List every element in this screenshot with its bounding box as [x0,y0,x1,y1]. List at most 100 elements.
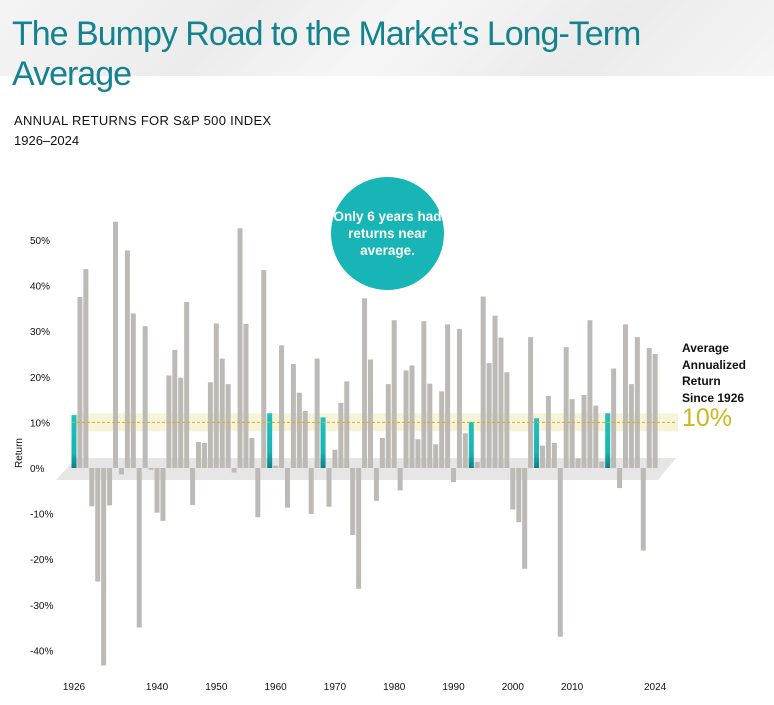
y-axis-label: Return [14,438,25,468]
bar [445,324,451,468]
bar [599,461,605,468]
bar [243,323,249,468]
bar [528,337,534,468]
bar [273,465,279,468]
bar [201,442,207,468]
x-tick-label: 1950 [205,682,228,693]
x-tick-label: 1926 [63,682,86,693]
bar [551,442,557,468]
bar [326,468,332,507]
bar [474,462,480,468]
bar [415,439,421,468]
average-value: 10% [682,404,733,432]
x-tick-label: 1970 [324,682,347,693]
y-tick-label: 50% [30,236,50,247]
y-tick-label: 30% [30,327,50,338]
bar [350,468,356,536]
page-title: The Bumpy Road to the Market’s Long-Term… [12,15,641,93]
bar [652,354,658,468]
bar [237,228,243,468]
bar [302,411,308,468]
y-tick-label: 40% [30,282,50,293]
bar [611,368,617,468]
bar [545,395,551,468]
bar [255,468,261,518]
bar [308,468,314,515]
highlight-bar [71,415,77,468]
x-tick-label: 1940 [146,682,169,693]
bar [492,315,498,468]
bar [391,320,397,468]
bar [575,458,581,468]
bar [504,372,510,468]
title-banner [0,0,774,76]
chart-date-range: 1926–2024 [14,133,80,148]
bar [136,468,142,628]
bar [427,383,433,468]
average-label-line: Return [682,374,721,388]
bar [628,384,634,468]
bar [130,313,136,468]
bar [409,365,415,468]
bar [184,302,190,468]
y-tick-label: 10% [30,418,50,429]
bar [368,359,373,468]
bar [338,402,344,468]
bar [421,321,427,468]
average-label-line: Annualized [682,357,747,372]
x-tick-label: 1990 [442,682,465,693]
bar [160,468,166,521]
bar [617,468,623,489]
highlight-bar [468,421,474,468]
bar [142,326,148,468]
bar [83,269,89,468]
bar [640,468,646,551]
x-tick-label: 2010 [561,682,584,693]
bar [539,445,545,468]
bar [279,345,285,468]
average-label-line: Since 1926 [682,390,745,405]
bar [113,221,119,468]
bar [290,364,296,468]
bar [462,433,468,468]
bar [207,382,213,468]
x-tick-label: 2024 [644,682,667,693]
highlight-bar [267,413,273,468]
x-tick-label: 1960 [264,682,287,693]
bar [344,381,350,468]
bar [77,297,83,468]
bar [356,468,362,589]
bar [622,324,628,468]
bar [569,399,575,468]
bar [166,375,172,468]
bar [124,250,130,468]
bar [563,347,569,468]
y-tick-label: -20% [30,555,53,566]
bar [284,468,290,508]
bar [95,468,101,582]
bar [89,468,95,507]
bar [439,391,445,468]
bar [225,384,231,468]
bar [296,392,302,468]
bar [587,320,593,468]
bar [190,468,196,505]
callout-bubble: Only 6 years had returns near average. [331,177,444,290]
chart-subtitle: ANNUAL RETURNS FOR S&P 500 INDEX [14,113,272,128]
bar [498,337,504,468]
bar [451,468,457,483]
bar [516,468,522,523]
bar [362,298,368,468]
bar [314,358,320,468]
bar [118,468,124,475]
bar [219,358,225,468]
bar [510,468,516,510]
bar [332,449,338,468]
bar [213,323,219,468]
bar [178,377,184,468]
bar [480,296,486,468]
bar [107,468,113,506]
bar [646,348,652,468]
x-tick-label: 2000 [502,682,525,693]
x-tick-label: 1980 [383,682,406,693]
